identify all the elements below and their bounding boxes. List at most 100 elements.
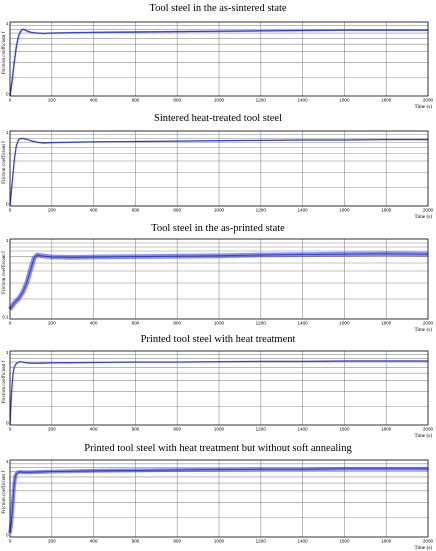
data-point — [41, 471, 42, 473]
data-point — [15, 363, 17, 364]
data-point — [218, 361, 220, 363]
data-point — [218, 469, 220, 470]
y-axis-label: Friction coefficient f — [0, 251, 7, 294]
data-point — [15, 473, 17, 475]
x-tick-label: 1800 — [381, 427, 392, 432]
data-point — [260, 254, 262, 256]
data-point — [218, 30, 220, 32]
data-point — [22, 138, 23, 139]
x-tick-label: 400 — [90, 98, 98, 103]
data-point — [24, 29, 25, 31]
data-point — [20, 361, 21, 363]
plot-frame — [9, 238, 429, 320]
data-point — [22, 29, 23, 30]
data-point — [30, 362, 32, 364]
y-tick-label: 1 — [6, 130, 9, 135]
data-point — [135, 361, 136, 363]
x-tick-label: 2000 — [423, 539, 434, 544]
x-tick-label: 600 — [132, 321, 140, 326]
data-point — [51, 32, 53, 34]
data-point — [385, 360, 387, 362]
data-point — [22, 361, 23, 363]
x-tick-label: 200 — [48, 427, 56, 432]
plot-frame — [9, 21, 429, 97]
x-tick-label: 0 — [9, 427, 12, 432]
x-tick-label: 2000 — [423, 208, 434, 213]
series-line — [9, 138, 428, 207]
data-point — [72, 257, 74, 258]
data-point — [26, 30, 28, 32]
x-tick-label: 800 — [173, 427, 181, 432]
x-tick-label: 600 — [132, 427, 140, 432]
y-axis-label: Friction coefficient f — [0, 360, 7, 403]
data-point — [72, 362, 74, 364]
data-point — [218, 255, 220, 257]
data-point — [20, 31, 21, 32]
x-tick-label: 200 — [48, 208, 56, 213]
data-point — [72, 32, 74, 34]
x-axis-label: Time (s) — [414, 103, 432, 110]
y-tick-label: 0 — [6, 533, 9, 538]
x-tick-label: 0 — [9, 98, 12, 103]
x-tick-label: 1400 — [297, 321, 308, 326]
plot-frame — [9, 130, 429, 207]
data-point — [93, 256, 94, 258]
data-point — [51, 362, 53, 364]
x-tick-label: 1800 — [381, 98, 392, 103]
data-point — [302, 30, 303, 31]
x-tick-label: 1200 — [256, 539, 267, 544]
data-point — [51, 256, 53, 258]
chart-title: Printed tool steel with heat treatment b… — [84, 443, 352, 454]
y-tick-label: 1 — [6, 238, 9, 243]
data-point — [385, 253, 387, 255]
friction-chart: 0 200 400 600 800 1000 1200 1400 1600 1800 2000 1 0 T… — [0, 350, 434, 439]
chart-title: Tool steel in the as-sintered state — [149, 3, 287, 14]
data-point — [18, 471, 19, 473]
data-point — [11, 383, 13, 385]
x-tick-label: 1200 — [256, 321, 267, 326]
x-tick-label: 1000 — [214, 427, 225, 432]
x-tick-label: 1000 — [214, 539, 225, 544]
data-point — [11, 305, 13, 307]
x-tick-label: 0 — [9, 539, 12, 544]
plot-frame — [9, 350, 429, 426]
data-point — [26, 138, 28, 140]
data-point — [176, 255, 178, 257]
data-point — [43, 142, 44, 144]
x-tick-label: 0 — [9, 321, 12, 326]
data-point — [12, 498, 14, 499]
data-point — [12, 372, 14, 374]
data-point — [93, 362, 94, 363]
data-point — [30, 140, 32, 142]
data-point — [135, 470, 136, 471]
data-point — [13, 302, 15, 304]
y-axis-label: Friction coefficient f — [0, 471, 7, 514]
x-tick-label: 1200 — [256, 98, 267, 103]
data-point — [36, 141, 38, 143]
data-point — [260, 468, 262, 470]
x-tick-label: 1400 — [297, 98, 308, 103]
data-point — [218, 140, 220, 142]
data-point — [385, 468, 387, 470]
x-tick-label: 400 — [90, 539, 98, 544]
x-tick-label: 600 — [132, 208, 140, 213]
data-point — [18, 298, 19, 300]
x-tick-label: 200 — [48, 98, 56, 103]
data-point — [51, 471, 53, 472]
data-point — [30, 268, 32, 269]
data-point — [260, 30, 262, 32]
x-tick-label: 1600 — [339, 208, 350, 213]
data-point — [72, 470, 74, 472]
friction-chart: 0 200 400 600 800 1000 1200 1400 1600 1800 2000 1 0 T… — [0, 21, 434, 110]
data-point — [176, 361, 178, 363]
friction-chart: 0 200 400 600 800 1000 1200 1400 1600 1800 2000 1 0 T… — [0, 459, 434, 551]
data-point — [51, 142, 53, 143]
data-point — [176, 31, 178, 32]
data-point — [41, 255, 42, 257]
data-point — [302, 361, 303, 362]
friction-chart: 0 200 400 600 800 1000 1200 1400 1600 1800 2000 1 0.… — [0, 238, 434, 333]
data-point — [135, 256, 136, 257]
x-tick-label: 1400 — [297, 208, 308, 213]
plot-frame — [9, 459, 429, 538]
data-point — [10, 525, 12, 526]
